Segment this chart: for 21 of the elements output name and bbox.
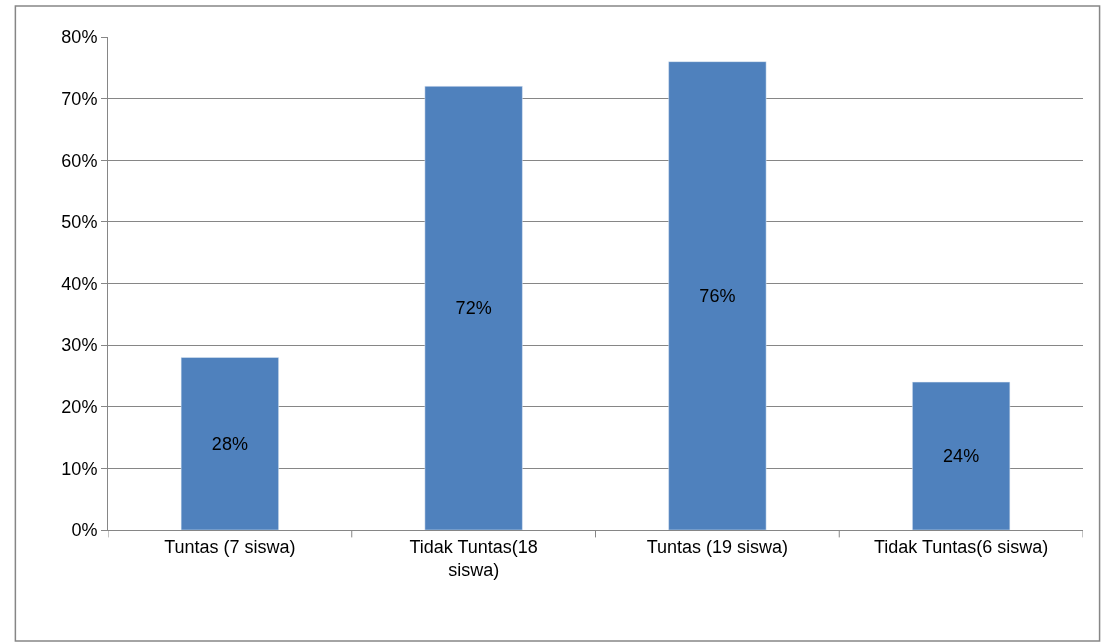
y-tick-label: 30%	[61, 335, 98, 356]
y-tick-label: 0%	[71, 520, 98, 541]
y-tick-label: 70%	[61, 88, 98, 109]
data-label: 24%	[943, 446, 980, 467]
bar	[912, 381, 1011, 530]
y-tick-label: 40%	[61, 273, 98, 294]
data-label: 72%	[455, 298, 492, 319]
y-tick-label: 20%	[61, 397, 98, 418]
bar	[668, 61, 767, 530]
x-tick-label: Tidak Tuntas(18 siswa)	[409, 536, 538, 580]
y-tick-label: 60%	[61, 150, 98, 171]
x-tick-label: Tidak Tuntas(6 siswa)	[873, 536, 1049, 557]
y-tick-label: 80%	[61, 27, 98, 48]
y-tick-label: 10%	[61, 458, 98, 479]
x-tick-label: Tuntas (7 siswa)	[164, 536, 296, 557]
y-tick-label: 50%	[61, 212, 98, 233]
bar	[424, 86, 523, 530]
bar	[180, 357, 279, 530]
x-tick-label: Tuntas (19 siswa)	[646, 536, 789, 557]
data-label: 28%	[211, 433, 248, 454]
data-label: 76%	[699, 285, 736, 306]
